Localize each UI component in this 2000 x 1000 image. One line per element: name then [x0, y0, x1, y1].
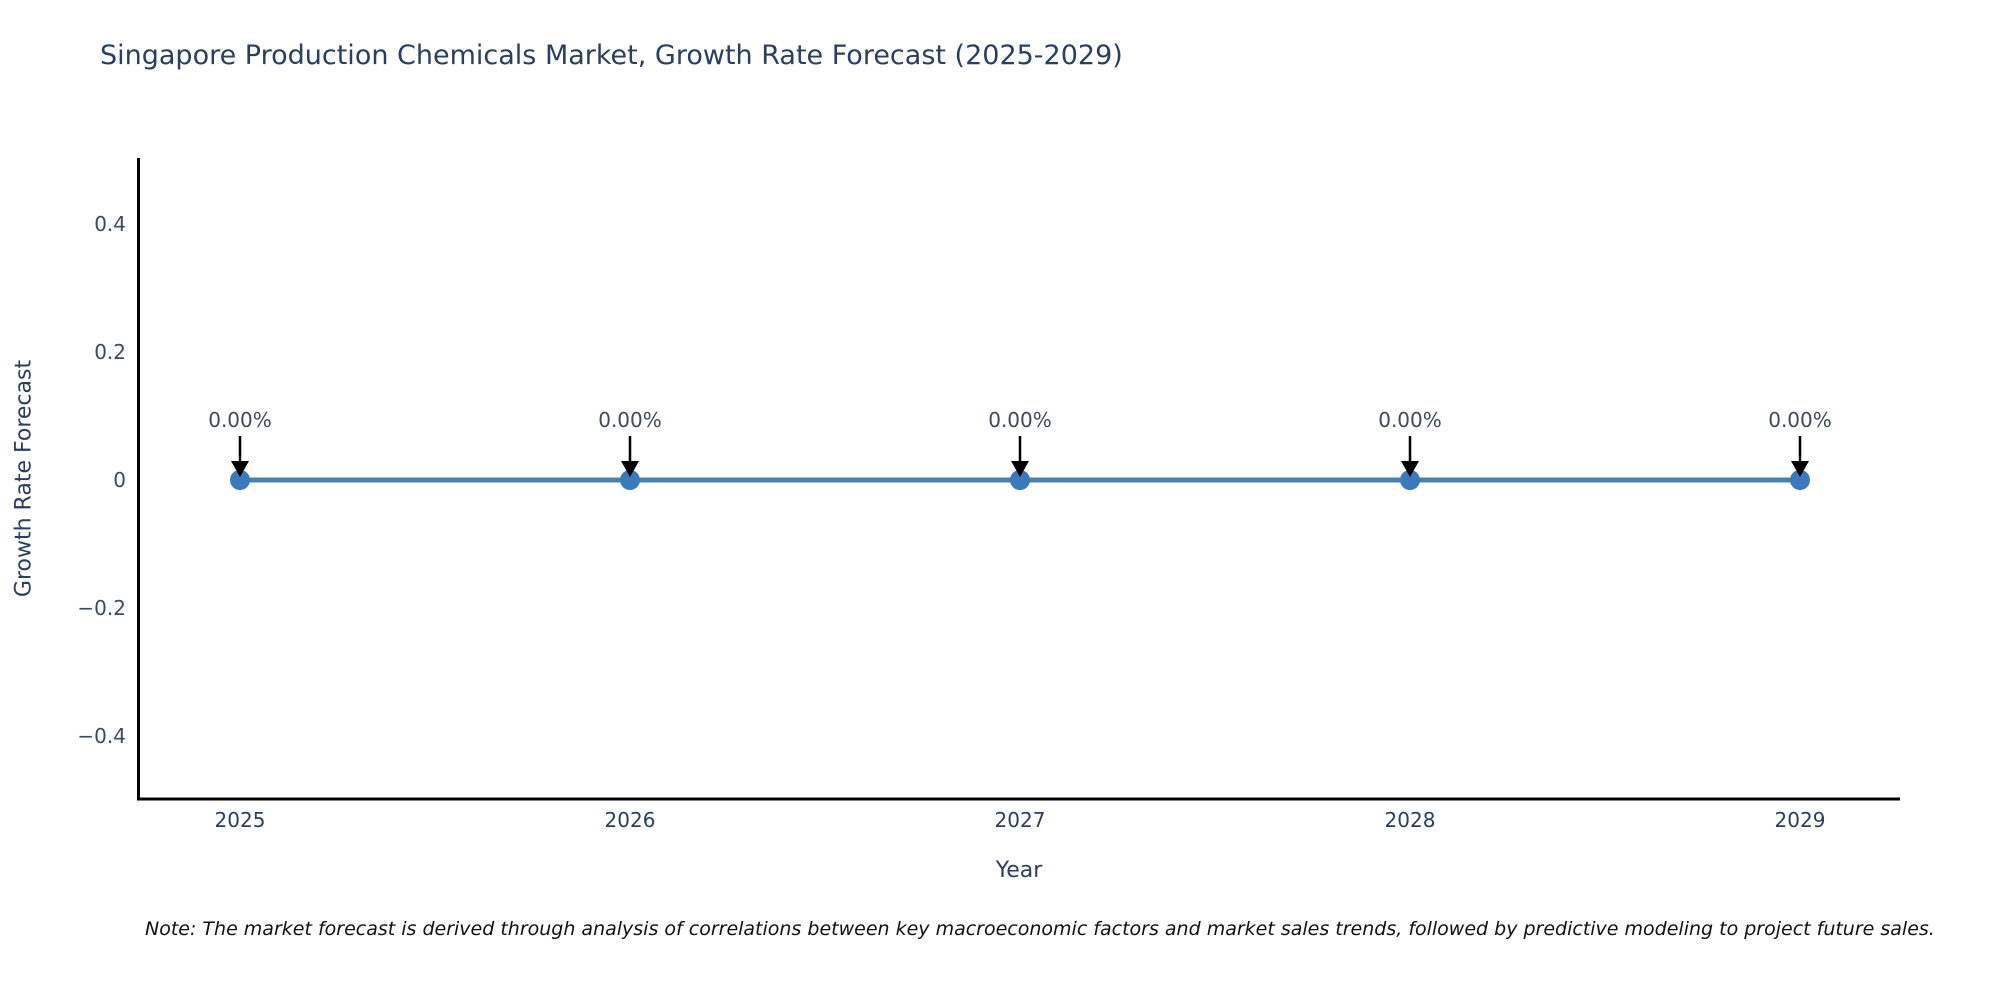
annotation-arrow-head: [1401, 461, 1419, 477]
y-tick-label: −0.4: [77, 724, 126, 748]
y-tick-label: 0.4: [94, 212, 126, 236]
annotation-arrow-head: [1791, 461, 1809, 477]
x-tick-label: 2028: [1384, 808, 1436, 832]
y-tick-label: 0: [113, 468, 126, 492]
point-value-label: 0.00%: [208, 408, 272, 432]
annotation-arrow-head: [621, 461, 639, 477]
chart-footnote: Note: The market forecast is derived thr…: [145, 918, 1935, 940]
y-tick-label: −0.2: [77, 596, 126, 620]
x-tick-label: 2026: [604, 808, 656, 832]
data-point-marker: [1400, 470, 1420, 490]
y-axis-title: Growth Rate Forecast: [11, 359, 37, 598]
x-tick-label: 2029: [1774, 808, 1826, 832]
point-value-label: 0.00%: [1378, 408, 1442, 432]
annotation-arrow-head: [231, 461, 249, 477]
data-point-marker: [230, 470, 250, 490]
data-point-marker: [1790, 470, 1810, 490]
data-point-marker: [1010, 470, 1030, 490]
chart-title: Singapore Production Chemicals Market, G…: [100, 40, 1123, 71]
x-tick-label: 2025: [214, 808, 266, 832]
annotation-arrow-head: [1011, 461, 1029, 477]
point-value-label: 0.00%: [598, 408, 662, 432]
point-value-label: 0.00%: [988, 408, 1052, 432]
x-axis-title: Year: [995, 858, 1043, 883]
data-point-marker: [620, 470, 640, 490]
point-value-label: 0.00%: [1768, 408, 1832, 432]
x-tick-label: 2027: [994, 808, 1046, 832]
y-tick-label: 0.2: [94, 340, 126, 364]
